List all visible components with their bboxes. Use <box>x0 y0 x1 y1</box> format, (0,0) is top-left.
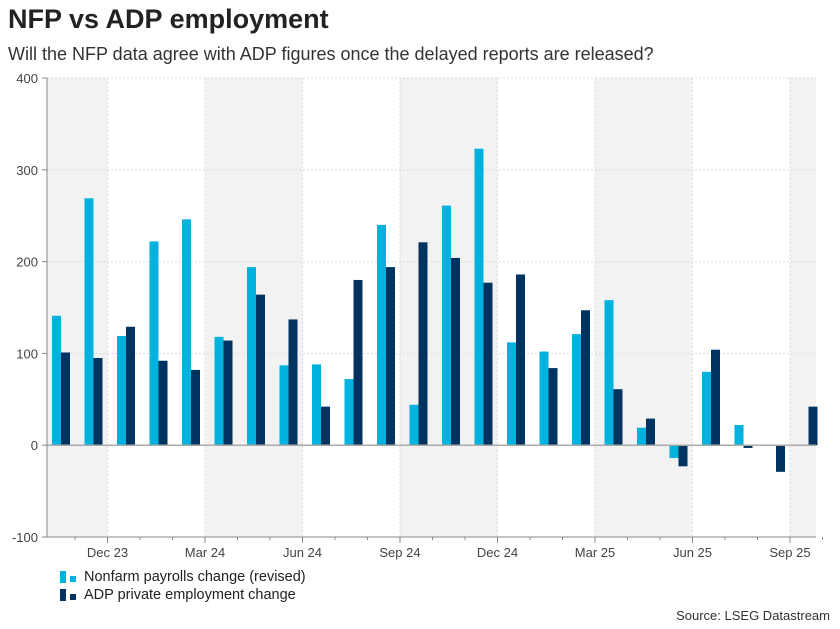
adp-bar <box>223 340 233 446</box>
nfp-bar <box>572 334 581 446</box>
adp-bar <box>93 357 103 446</box>
adp-bar <box>516 274 525 446</box>
x-tick-label: Jun 25 <box>673 545 712 560</box>
nfp-bar <box>182 219 191 446</box>
nfp-bar <box>442 205 451 446</box>
nfp-bar <box>344 379 354 446</box>
x-tick-label: Sep 24 <box>379 545 420 560</box>
adp-bar <box>288 319 298 446</box>
adp-bar <box>158 360 168 446</box>
source-note: Source: LSEG Datastream <box>676 608 830 623</box>
nfp-bar <box>214 336 224 446</box>
nfp-bar <box>507 342 516 446</box>
chart-title: NFP vs ADP employment <box>8 4 329 34</box>
nfp-bar <box>247 267 256 446</box>
y-tick-label: 200 <box>16 255 38 270</box>
adp-bar <box>613 389 623 446</box>
quarter-band <box>47 78 108 537</box>
y-tick-label: 300 <box>16 163 38 178</box>
x-tick-label: Mar 24 <box>185 545 225 560</box>
nfp-bar <box>377 224 386 446</box>
quarter-band <box>790 78 816 537</box>
x-tick-label: Jun 24 <box>283 545 322 560</box>
nfp-bar <box>539 351 549 446</box>
legend-item-nfp: Nonfarm payrolls change (revised) <box>60 569 306 585</box>
nfp-bar <box>702 371 711 446</box>
x-tick-label: Dec 23 <box>87 545 128 560</box>
adp-bar <box>678 445 688 467</box>
y-tick-label: 400 <box>16 71 38 86</box>
nfp-bar <box>409 404 419 446</box>
adp-bar <box>61 352 70 446</box>
y-tick-label: 0 <box>31 438 38 453</box>
adp-bar <box>776 445 785 472</box>
nfp-bar <box>637 427 646 446</box>
y-tick-label: -100 <box>12 530 38 545</box>
adp-bar <box>711 349 720 446</box>
adp-bar <box>256 294 265 446</box>
adp-bar <box>646 418 655 446</box>
adp-bar <box>548 368 558 446</box>
nfp-bar <box>149 241 159 446</box>
adp-bar <box>451 257 460 446</box>
legend-item-adp: ADP private employment change <box>60 587 296 603</box>
legend-label-nfp: Nonfarm payrolls change (revised) <box>84 569 306 585</box>
y-tick-label: 100 <box>16 346 38 361</box>
adp-bar <box>808 406 818 446</box>
nfp-bar <box>117 335 126 446</box>
nfp-bar <box>604 300 614 446</box>
adp-bar <box>418 242 428 446</box>
adp-bar <box>483 282 493 446</box>
legend-swatch-nfp <box>60 571 66 583</box>
legend-swatch-adp <box>60 589 66 601</box>
chart-subtitle: Will the NFP data agree with ADP figures… <box>8 44 654 64</box>
adp-bar <box>743 445 753 448</box>
nfp-bar <box>734 425 744 446</box>
adp-bar <box>581 310 590 446</box>
adp-bar <box>386 267 395 446</box>
x-tick-label: Mar 25 <box>575 545 615 560</box>
adp-bar <box>321 406 330 446</box>
nfp-bar <box>279 365 289 446</box>
legend-swatch-nfp-small <box>70 576 76 582</box>
adp-bar <box>353 279 363 446</box>
nfp-bar <box>669 445 679 459</box>
nfp-bar <box>474 148 484 446</box>
legend-label-adp: ADP private employment change <box>84 587 296 603</box>
adp-bar <box>191 369 200 446</box>
legend-swatch-adp-small <box>70 594 76 600</box>
x-tick-label: Dec 24 <box>477 545 518 560</box>
adp-bar <box>126 326 135 446</box>
nfp-bar <box>84 198 94 446</box>
x-tick-label: Sep 25 <box>769 545 810 560</box>
nfp-bar <box>52 315 61 446</box>
nfp-bar <box>312 364 321 446</box>
